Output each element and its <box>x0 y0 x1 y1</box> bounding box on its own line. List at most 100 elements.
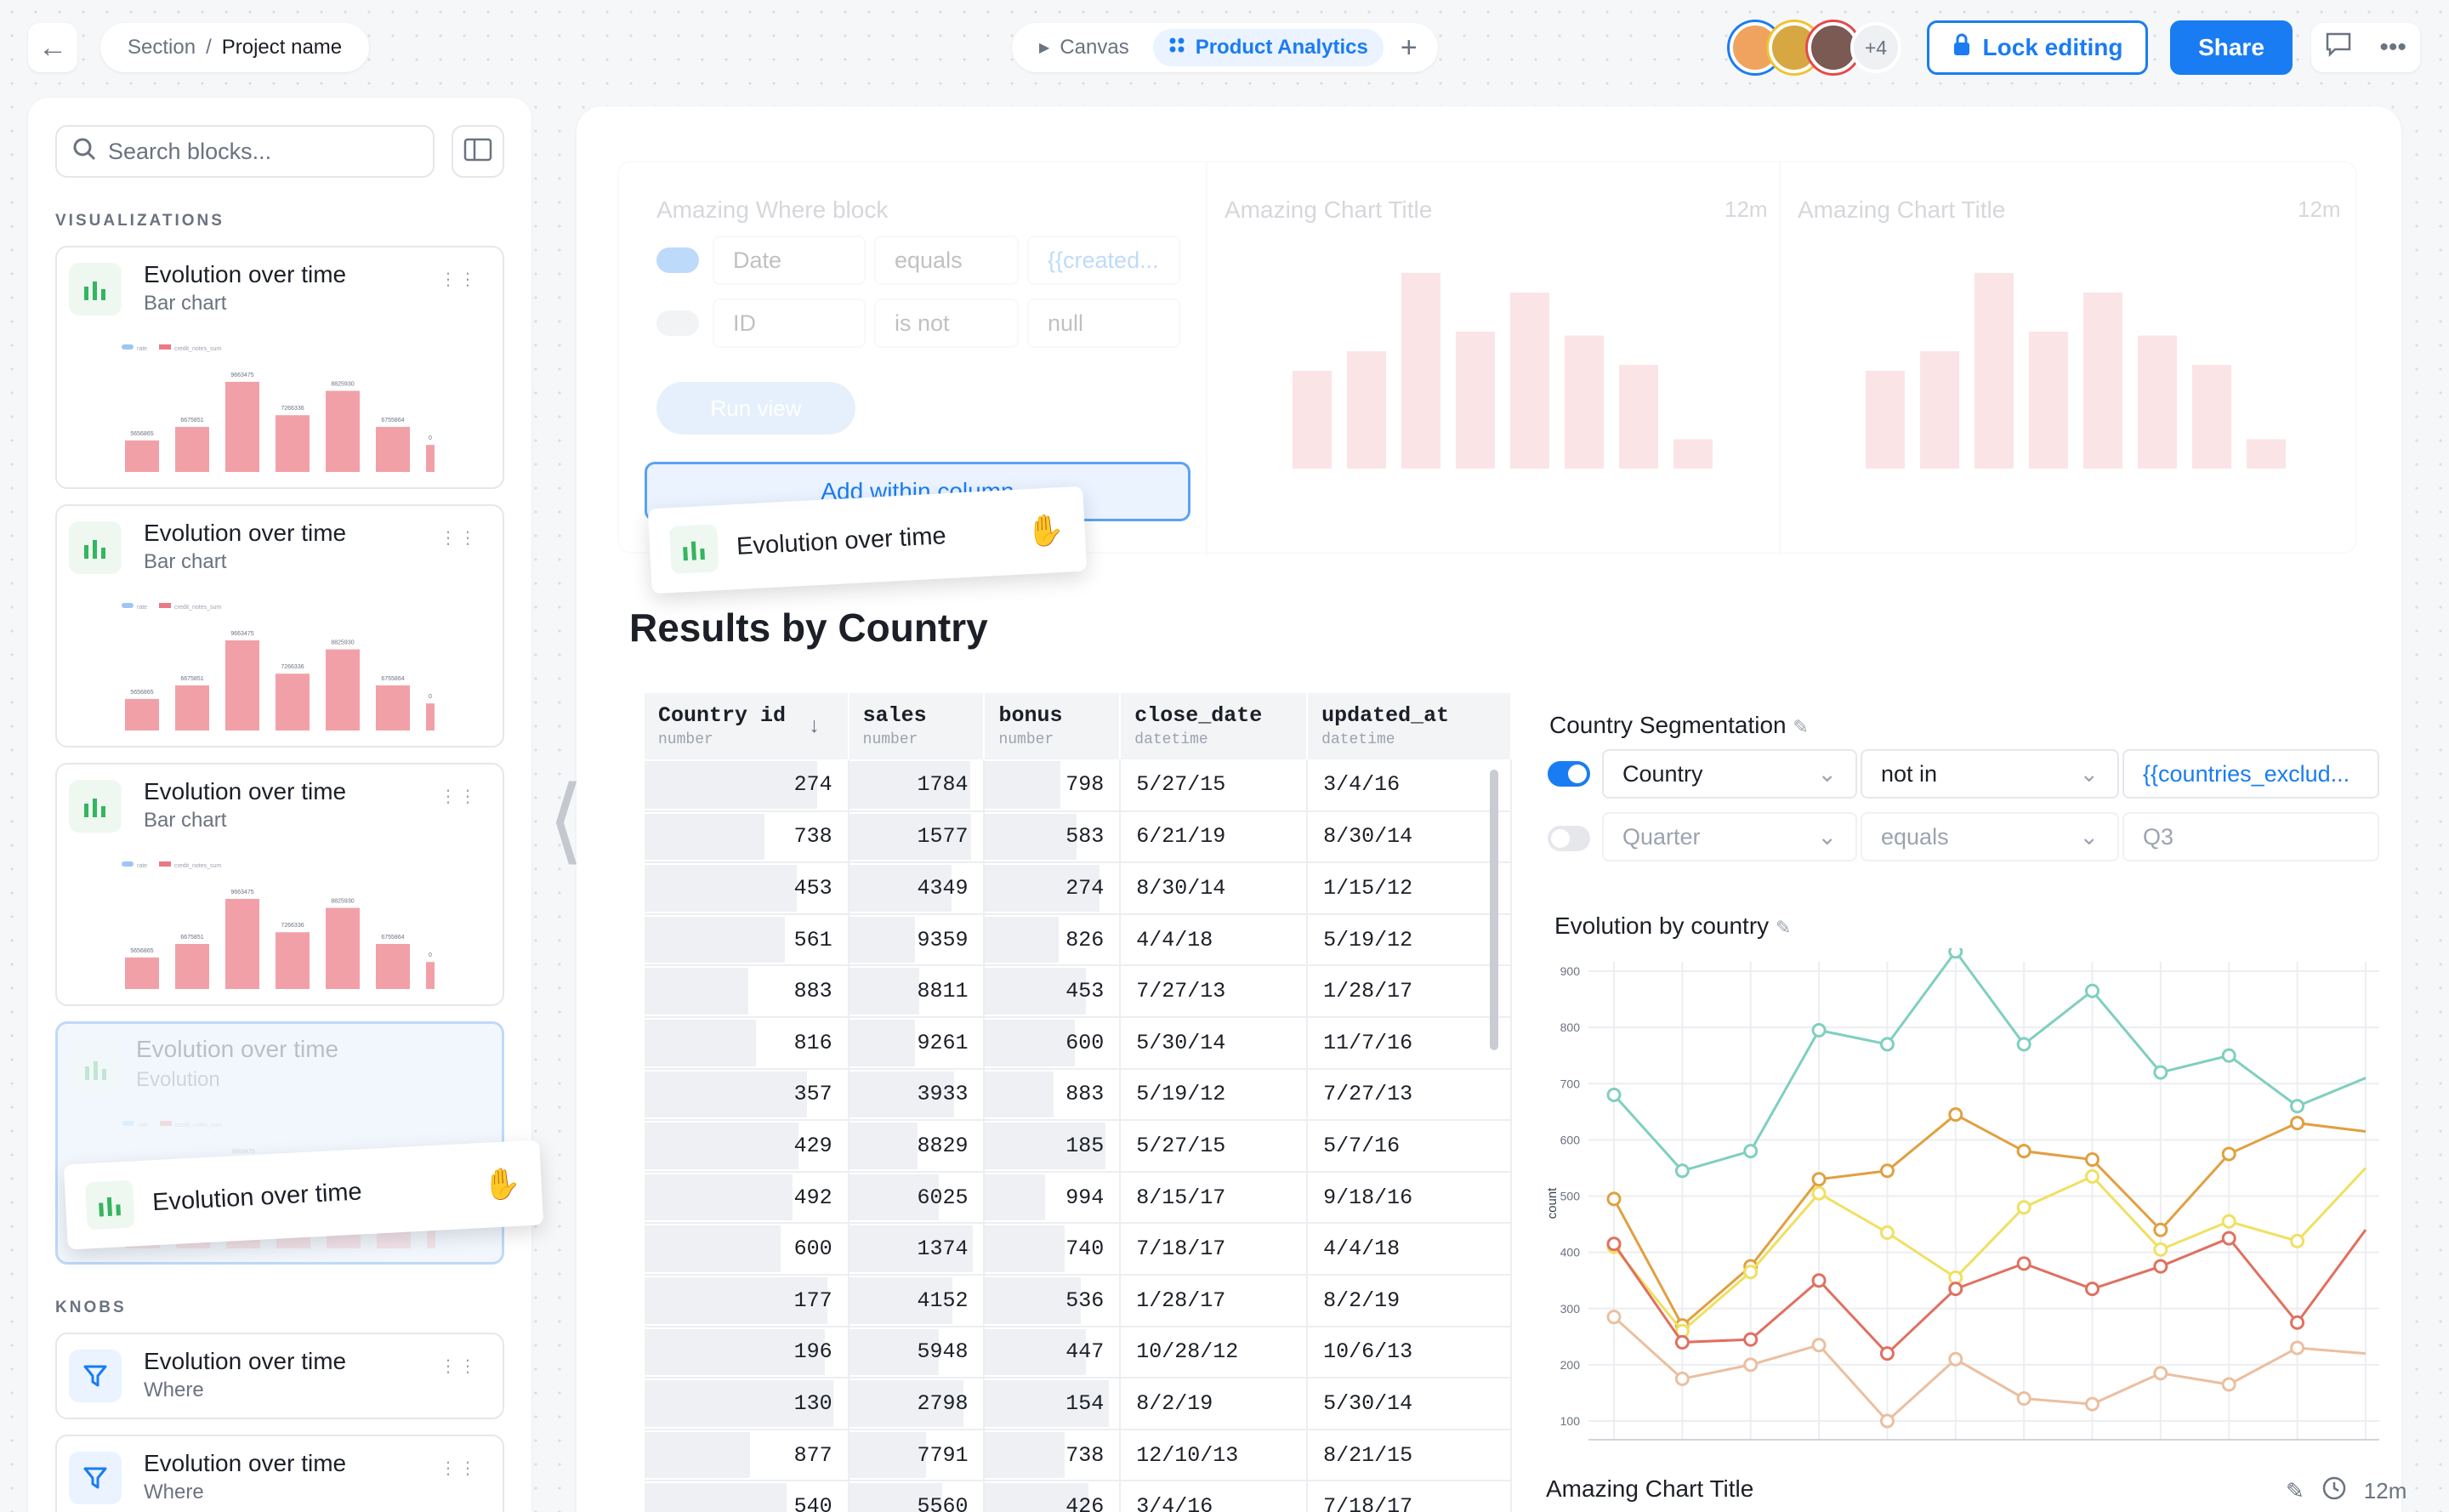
viz-card[interactable]: Evolution over time Bar chart ⋮⋮ rate cre… <box>55 763 504 1006</box>
country-field-select[interactable]: Country ⌄ <box>1602 749 1857 799</box>
drag-handle-icon[interactable]: ⋮⋮ <box>440 1459 479 1478</box>
toggle-switch[interactable] <box>656 310 699 336</box>
segmentation-toggle-off[interactable] <box>1548 826 1590 851</box>
table-row[interactable]: 600 1374 740 7/18/17 4/4/18 <box>645 1223 1512 1276</box>
sort-arrow-icon[interactable]: ↓ <box>808 714 821 739</box>
quarter-field-select[interactable]: Quarter ⌄ <box>1602 812 1857 861</box>
data-point <box>1606 1236 1622 1252</box>
cell-value: 5560 <box>917 1494 969 1512</box>
cell-bar <box>849 1431 926 1479</box>
value-input[interactable]: {{countries_exclud... <box>2122 749 2379 799</box>
table-row[interactable]: 561 9359 826 4/4/18 5/19/12 <box>645 913 1512 967</box>
data-point <box>1743 1332 1759 1347</box>
cell-bar <box>645 1225 781 1272</box>
table-row[interactable]: 816 9261 600 5/30/14 11/7/16 <box>645 1016 1512 1070</box>
table-row[interactable]: 177 4152 536 1/28/17 8/2/19 <box>645 1274 1512 1327</box>
toggle-switch[interactable] <box>656 247 699 273</box>
data-point <box>2016 1200 2031 1215</box>
series-line <box>1612 1167 2367 1333</box>
operator-select[interactable]: equals ⌄ <box>1861 812 2119 861</box>
table-cell: 274 <box>645 759 849 812</box>
table-row[interactable]: 540 5560 426 3/4/16 7/18/17 <box>645 1481 1512 1512</box>
drag-handle-icon[interactable]: ⋮⋮ <box>440 529 479 548</box>
table-row[interactable]: 130 2798 154 8/2/19 5/30/14 <box>645 1378 1512 1430</box>
table-cell: 8829 <box>848 1120 986 1173</box>
value-text: null <box>1048 310 1084 336</box>
card-title: Evolution over time <box>144 261 347 287</box>
table-row[interactable]: 429 8829 185 5/27/15 5/7/16 <box>645 1120 1512 1173</box>
table-row[interactable]: 877 7791 738 12/10/13 8/21/15 <box>645 1429 1512 1482</box>
panel-toggle-button[interactable] <box>452 125 504 178</box>
breadcrumb-section[interactable]: Section <box>128 36 196 59</box>
knob-card[interactable]: Evolution over time Where ⋮⋮ <box>55 1435 504 1512</box>
data-point <box>1879 1346 1895 1361</box>
operator-select[interactable]: not in ⌄ <box>1861 749 2119 799</box>
edit-pencil-icon[interactable]: ✎ <box>1775 917 1792 938</box>
search-input[interactable]: Search blocks... <box>55 125 435 178</box>
cell-value: 561 <box>793 927 832 952</box>
cell-value: 600 <box>793 1236 832 1262</box>
cell-bar <box>985 1123 1106 1169</box>
column-header[interactable]: sales number <box>848 693 986 759</box>
table-cell: 154 <box>984 1378 1122 1430</box>
knob-card[interactable]: Evolution over time Where ⋮⋮ <box>55 1333 504 1419</box>
value-input[interactable]: {{created... <box>1027 236 1180 285</box>
table-row[interactable]: 883 8811 453 7/27/13 1/28/17 <box>645 965 1512 1018</box>
operator-select[interactable]: is not <box>874 298 1019 348</box>
cell-value: 453 <box>793 875 832 901</box>
tab-canvas[interactable]: ▶ Canvas <box>1024 29 1145 66</box>
operator-select[interactable]: equals <box>874 236 1019 285</box>
bar <box>225 382 259 472</box>
table-row[interactable]: 738 1577 583 6/21/19 8/30/14 <box>645 810 1512 864</box>
value-input[interactable]: null <box>1027 298 1180 348</box>
ghost-chart-time: 12m <box>1725 196 1768 222</box>
table-row[interactable]: 453 4349 274 8/30/14 1/15/12 <box>645 862 1512 915</box>
table-row[interactable]: 492 6025 994 8/15/17 9/18/16 <box>645 1171 1512 1225</box>
lock-editing-button[interactable]: Lock editing <box>1927 20 2148 75</box>
bar <box>125 957 159 989</box>
column-header[interactable]: updated_at datetime <box>1307 693 1512 759</box>
field-select[interactable]: Date <box>713 236 866 285</box>
cell-value: 583 <box>1065 824 1105 850</box>
collaborators[interactable]: +4 <box>1730 19 1901 77</box>
column-header[interactable]: bonus number <box>984 693 1122 759</box>
table-row[interactable]: 196 5948 447 10/28/12 10/6/13 <box>645 1326 1512 1379</box>
cell-bar <box>985 1225 1065 1272</box>
drag-handle-icon[interactable]: ⋮⋮ <box>440 787 479 806</box>
viz-card[interactable]: Evolution over time Bar chart ⋮⋮ rate cre… <box>55 504 504 747</box>
column-header[interactable]: Country id number ↓ <box>645 693 849 759</box>
drag-handle-icon[interactable]: ⋮⋮ <box>440 270 479 289</box>
bar-label: 0 <box>429 435 432 441</box>
table-row[interactable]: 274 1784 798 5/27/15 3/4/16 <box>645 759 1512 812</box>
segmentation-toggle-on[interactable] <box>1548 761 1590 787</box>
viz-card[interactable]: Evolution over time Bar chart ⋮⋮ rate cre… <box>55 246 504 489</box>
ghost-bar <box>1920 351 1959 469</box>
comment-icon[interactable] <box>2325 31 2352 64</box>
tab-label: Canvas <box>1060 36 1129 59</box>
value-input[interactable]: Q3 <box>2122 812 2379 861</box>
table-cell: 1/28/17 <box>1307 965 1512 1018</box>
back-button[interactable]: ← <box>28 23 77 72</box>
cell-value: 7/18/17 <box>1136 1236 1226 1262</box>
cell-value: 8811 <box>917 979 969 1004</box>
dragged-block[interactable]: Evolution over time ✋ <box>647 486 1088 594</box>
edit-pencil-icon[interactable]: ✎ <box>2286 1478 2304 1503</box>
table-row[interactable]: 357 3933 883 5/19/12 7/27/13 <box>645 1068 1512 1122</box>
drag-handle-icon[interactable]: ⋮⋮ <box>440 1357 479 1376</box>
add-tab-button[interactable]: + <box>1392 31 1426 65</box>
dragged-block[interactable]: Evolution over time ✋ <box>63 1140 544 1250</box>
edit-pencil-icon[interactable]: ✎ <box>1793 716 1809 737</box>
field-select[interactable]: ID <box>713 298 866 348</box>
column-header[interactable]: close_date datetime <box>1120 693 1309 759</box>
more-options-icon[interactable]: ••• <box>2379 33 2406 61</box>
table-scrollbar[interactable] <box>1490 770 1498 1050</box>
share-button[interactable]: Share <box>2170 20 2293 75</box>
table-cell: 11/7/16 <box>1307 1016 1512 1070</box>
run-view-button[interactable]: Run view <box>656 382 855 435</box>
more-avatars-count[interactable]: +4 <box>1850 22 1901 73</box>
table-cell: 426 <box>984 1481 1122 1512</box>
ghost-bar-chart <box>1866 273 2286 469</box>
tab-product-analytics[interactable]: Product Analytics <box>1152 29 1384 66</box>
table-cell: 177 <box>645 1274 849 1327</box>
cell-value: 8/21/15 <box>1323 1442 1413 1468</box>
